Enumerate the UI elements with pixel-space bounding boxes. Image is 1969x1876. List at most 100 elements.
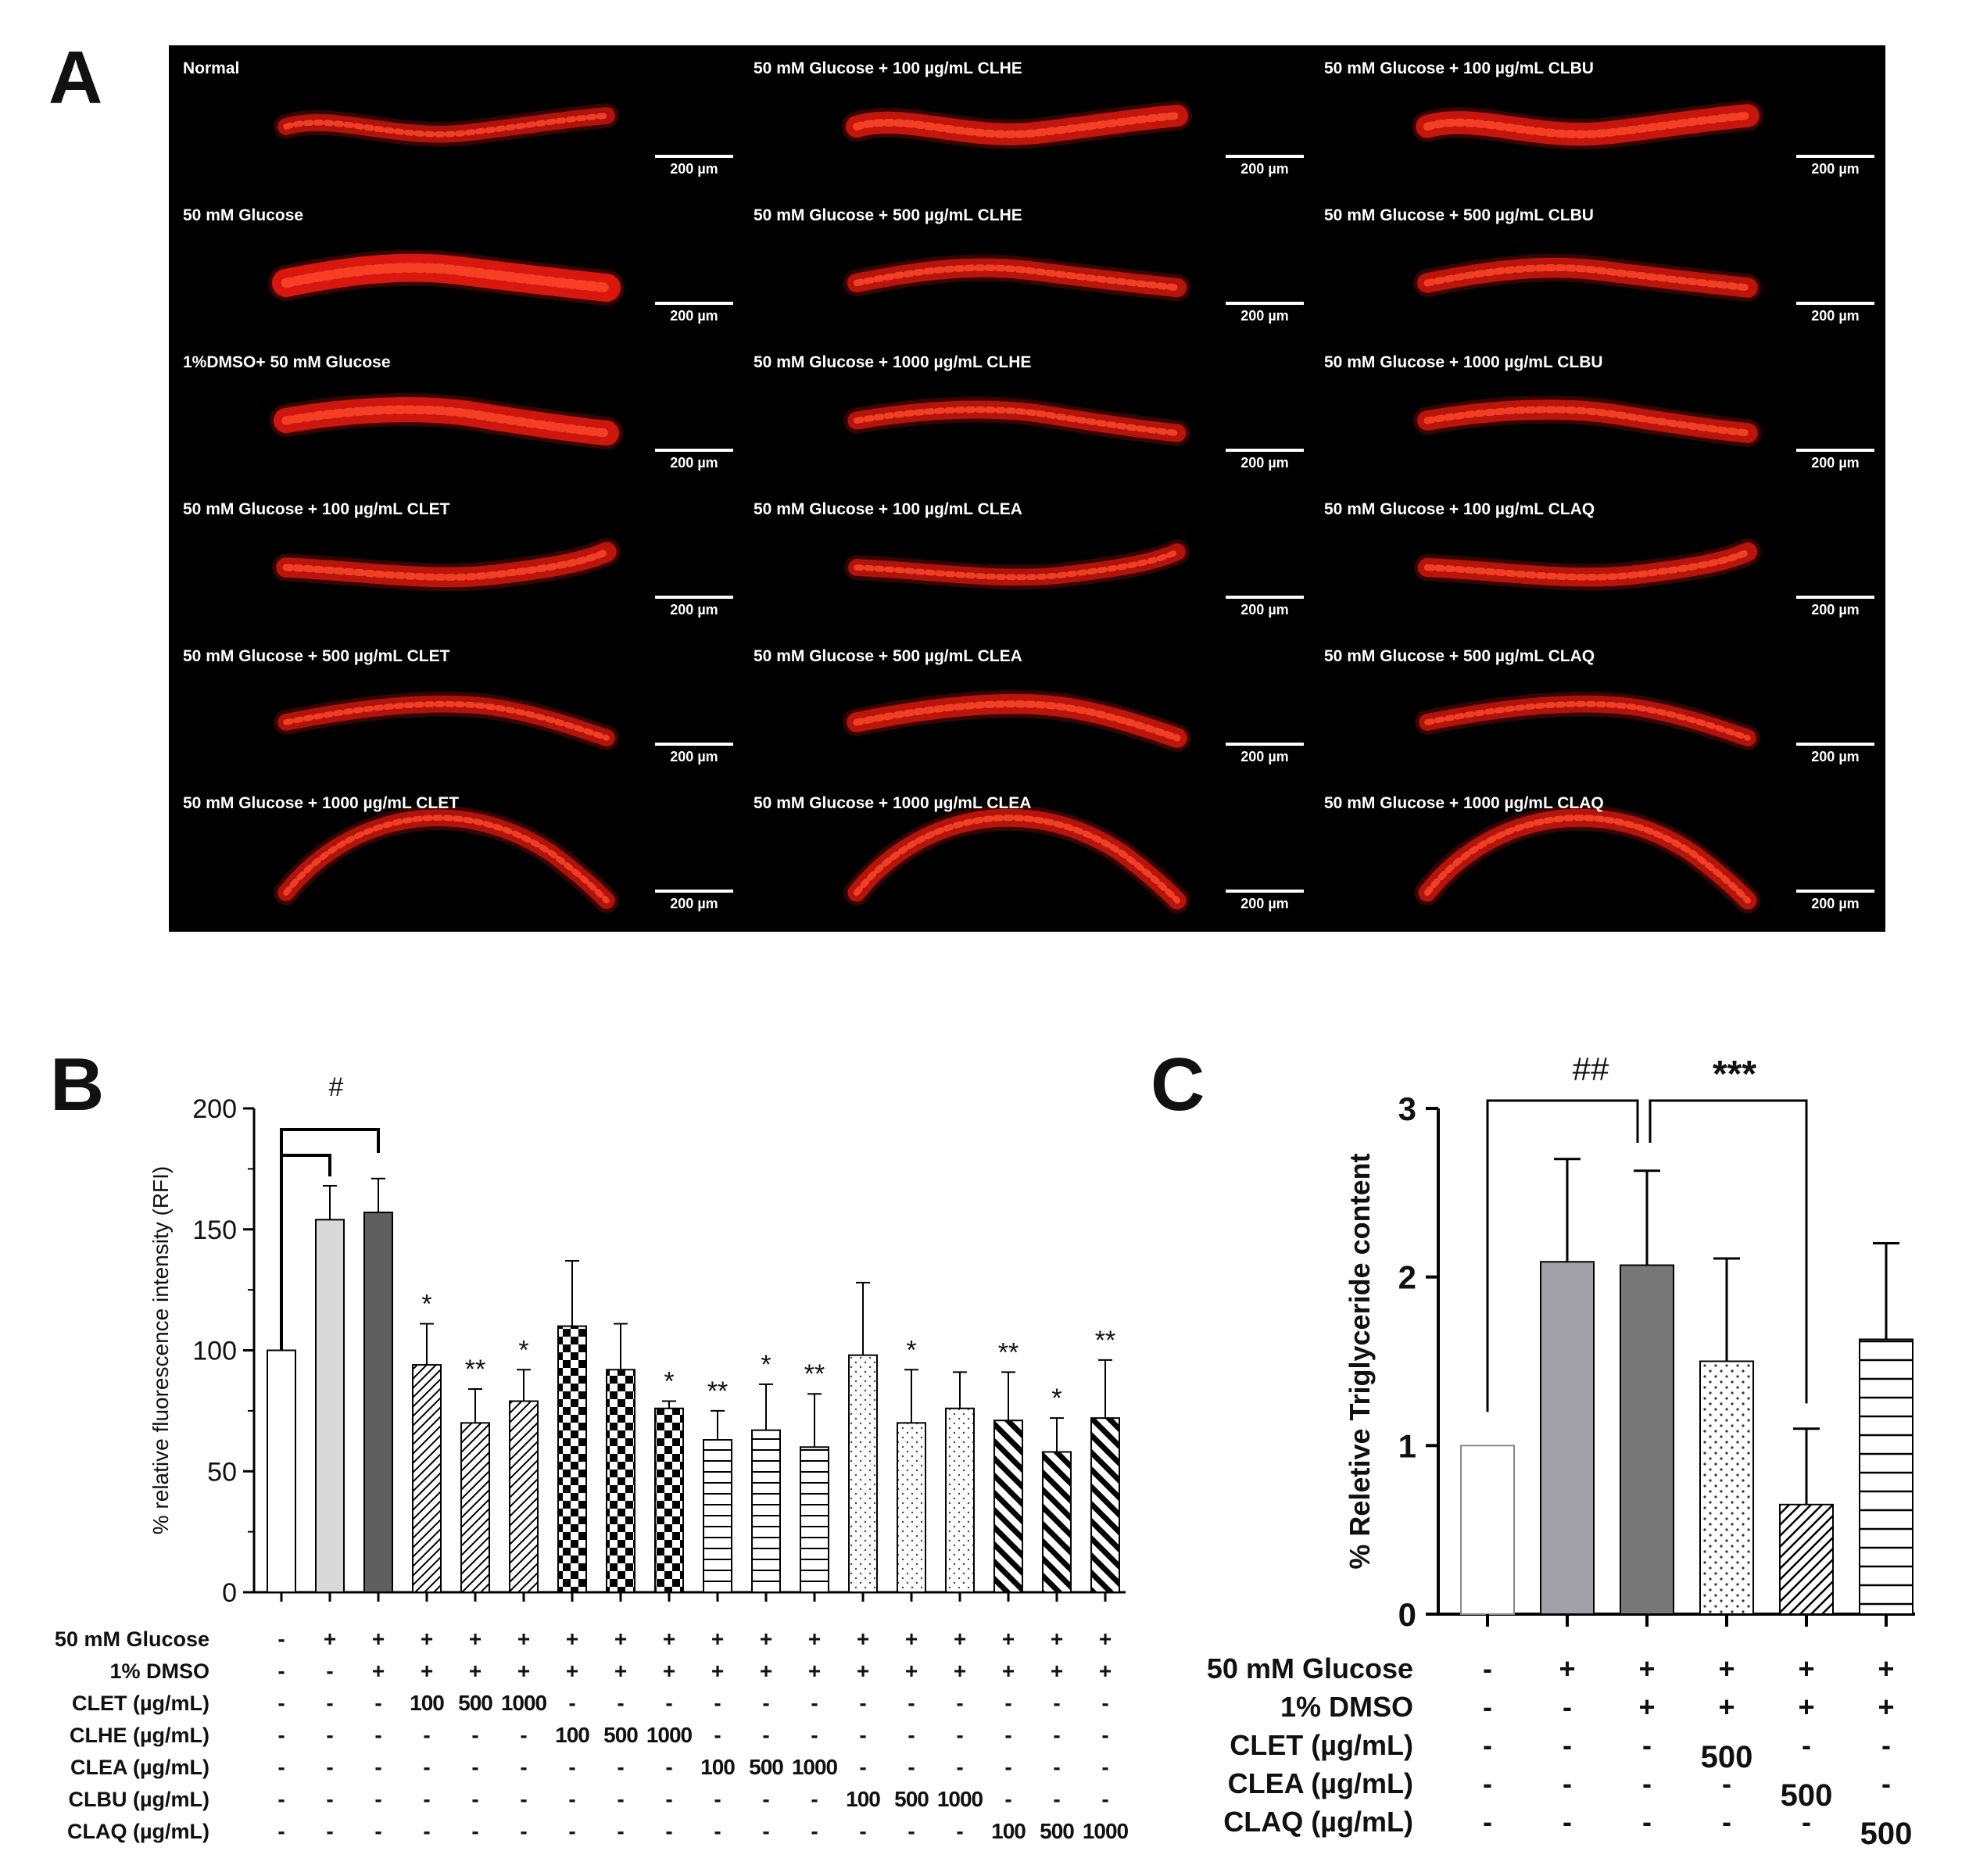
treatment-cell: - xyxy=(1802,1806,1811,1838)
worm-image xyxy=(843,689,1191,752)
y-axis-label: % relative fluorescence intensity (RFI) xyxy=(149,1166,173,1535)
treatment-cell: 1000 xyxy=(937,1787,983,1811)
micrograph-worms xyxy=(268,100,1763,914)
y-tick-label: 0 xyxy=(222,1578,237,1608)
treatment-cell: 500 xyxy=(458,1691,492,1715)
treatment-cell: + xyxy=(1798,1652,1814,1684)
scale-bar xyxy=(655,596,733,599)
treatment-cell: 100 xyxy=(410,1691,444,1715)
treatment-cell: - xyxy=(277,1787,285,1811)
scale-label: 200 µm xyxy=(670,602,718,618)
treatment-cell: - xyxy=(568,1691,575,1715)
treatment-cell: + xyxy=(711,1659,724,1683)
treatment-cell: - xyxy=(326,1819,333,1843)
bar xyxy=(509,1400,539,1593)
significance-mark: ** xyxy=(804,1359,825,1389)
treatment-cell: - xyxy=(520,1787,527,1811)
treatment-cell: - xyxy=(326,1659,333,1683)
scale-label: 200 µm xyxy=(1811,749,1860,764)
treatment-cell: - xyxy=(956,1819,963,1843)
treatment-cell: - xyxy=(471,1787,478,1811)
treatment-row-label: CLET (µg/mL) xyxy=(72,1692,209,1715)
treatment-cell: 100 xyxy=(700,1755,735,1779)
scale-bar xyxy=(1796,743,1874,746)
worm-image xyxy=(1414,804,1761,914)
worm-image xyxy=(1413,538,1762,591)
treatment-cell: + xyxy=(614,1659,627,1683)
micrograph-label: 50 mM Glucose + 500 µg/mL CLBU xyxy=(1324,206,1594,224)
micrograph-label: 1%DMSO+ 50 mM Glucose xyxy=(183,353,391,371)
treatment-cell: - xyxy=(374,1787,381,1811)
micrograph-label: 50 mM Glucose + 100 µg/mL CLEA xyxy=(754,500,1022,518)
treatment-cell: - xyxy=(1881,1767,1891,1799)
worm-image xyxy=(1413,396,1762,447)
bar xyxy=(848,1354,878,1593)
scale-label: 200 µm xyxy=(670,896,718,911)
micrograph-label: 50 mM Glucose + 100 µg/mL CLHE xyxy=(754,59,1022,77)
treatment-cell: - xyxy=(908,1723,915,1747)
treatment-cell: - xyxy=(617,1787,624,1811)
significance-mark: * xyxy=(1051,1384,1061,1413)
treatment-cell: - xyxy=(1053,1787,1060,1811)
treatment-cell: + xyxy=(1099,1659,1112,1683)
treatment-cell: - xyxy=(374,1723,381,1747)
treatment-cell: - xyxy=(423,1755,430,1779)
treatment-cell: - xyxy=(1563,1806,1572,1838)
treatment-cell: + xyxy=(324,1627,336,1651)
bar xyxy=(751,1429,781,1594)
treatment-row-label: 1% DMSO xyxy=(109,1659,209,1683)
panel-label-c: C xyxy=(1151,1043,1205,1126)
bar xyxy=(315,1219,345,1593)
treatment-cell: - xyxy=(1053,1755,1060,1779)
scale-bar xyxy=(1796,596,1874,599)
worm-image xyxy=(843,254,1191,302)
bar xyxy=(1460,1445,1515,1616)
treatment-cell: + xyxy=(517,1627,530,1651)
treatment-cell: - xyxy=(956,1691,963,1715)
bar xyxy=(606,1369,635,1593)
treatment-cell: - xyxy=(762,1787,769,1811)
treatment-cell: + xyxy=(760,1659,772,1683)
treatment-cell: - xyxy=(326,1691,333,1715)
treatment-cell: - xyxy=(617,1819,624,1843)
treatment-cell: - xyxy=(1101,1691,1108,1715)
bar xyxy=(1540,1261,1595,1616)
micrograph-label: 50 mM Glucose + 1000 µg/mL CLET xyxy=(183,794,460,812)
worm-image xyxy=(1412,100,1763,150)
scale-bar xyxy=(655,743,733,746)
significance-mark: ** xyxy=(998,1337,1019,1367)
treatment-cell: + xyxy=(469,1627,482,1651)
treatment-cell: + xyxy=(372,1659,385,1683)
treatment-row-label: CLAQ (µg/mL) xyxy=(1223,1806,1413,1838)
treatment-cell: - xyxy=(665,1787,672,1811)
treatment-cell: - xyxy=(374,1755,381,1779)
treatment-cell: - xyxy=(617,1691,624,1715)
treatment-cell: 1000 xyxy=(792,1755,838,1779)
treatment-row-label: CLEA (µg/mL) xyxy=(70,1756,209,1779)
micrograph-label: 50 mM Glucose + 100 µg/mL CLET xyxy=(183,500,450,518)
treatment-cell: - xyxy=(908,1755,915,1779)
treatment-cell: - xyxy=(1483,1806,1492,1838)
worm-image xyxy=(843,396,1190,446)
treatment-cell: - xyxy=(1004,1691,1011,1715)
worm-image xyxy=(268,249,625,306)
bar xyxy=(654,1407,684,1594)
treatment-cell: - xyxy=(326,1787,333,1811)
treatment-cell: - xyxy=(665,1819,672,1843)
treatment-cell: - xyxy=(471,1723,478,1747)
treatment-row-label: CLEA (µg/mL) xyxy=(1228,1767,1413,1799)
treatment-cell: 100 xyxy=(555,1723,589,1747)
micrograph-label: 50 mM Glucose + 1000 µg/mL CLAQ xyxy=(1324,794,1604,812)
bar xyxy=(703,1439,732,1594)
treatment-cell: - xyxy=(1802,1729,1811,1761)
significance-mark: ** xyxy=(707,1377,728,1406)
significance-mark: ** xyxy=(1095,1326,1115,1355)
significance-mark: * xyxy=(906,1335,916,1365)
worm-image xyxy=(841,100,1193,149)
treatment-cell: - xyxy=(277,1659,285,1683)
treatment-row-label: CLBU (µg/mL) xyxy=(68,1788,209,1811)
treatment-cell: 500 xyxy=(749,1755,783,1779)
treatment-row-label: CLAQ (µg/mL) xyxy=(67,1820,209,1843)
treatment-cell: - xyxy=(277,1755,285,1779)
